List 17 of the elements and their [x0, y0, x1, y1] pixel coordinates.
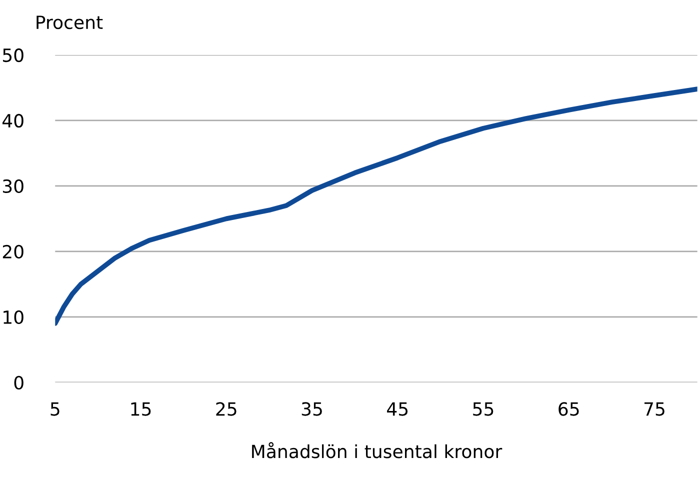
x-tick-label: 25: [216, 402, 236, 416]
y-tick-label: 10: [4, 310, 24, 324]
x-tick-label: 65: [558, 402, 579, 416]
y-axis-title: Procent: [36, 16, 103, 30]
x-axis-title: Månadslön i tusental kronor: [252, 442, 502, 458]
x-tick-label: 75: [644, 402, 664, 416]
line-series: [55, 86, 698, 326]
x-tick-label: 45: [387, 402, 408, 416]
y-tick-label: 30: [2, 179, 24, 194]
y-tick-label: 0: [14, 376, 24, 390]
x-tick-label: 5: [50, 402, 60, 416]
x-tick-label: 35: [302, 402, 322, 416]
x-tick-label: 55: [473, 402, 494, 416]
x-tick-label: 15: [131, 402, 151, 416]
y-tick-label: 50: [3, 48, 24, 62]
y-tick-label: 40: [2, 114, 24, 128]
y-tick-label: 20: [2, 244, 24, 259]
